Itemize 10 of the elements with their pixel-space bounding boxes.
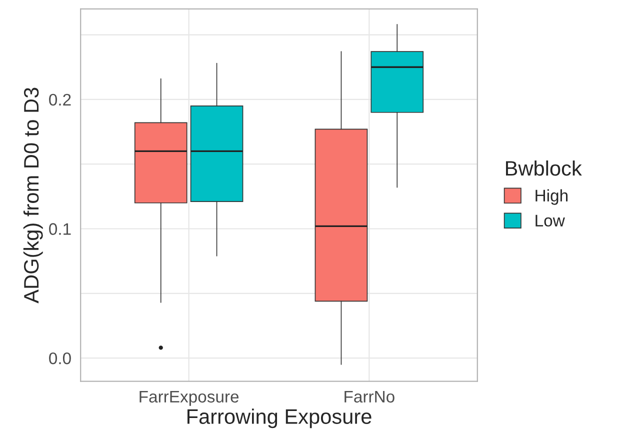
x-axis-title: Farrowing Exposure [188,408,372,428]
y-tick-label: 0.0 [49,352,71,364]
x-tick-label: FarrExposure [140,390,239,406]
y-tick-label: 0.2 [49,94,71,106]
legend-title: Bwblock [506,160,582,176]
legend-label: High [536,189,568,205]
x-tick-label: FarrNo [344,390,394,403]
legend-label: Low [536,214,565,226]
y-axis-title: ADG(kg) from D0 to D3 [23,88,43,304]
y-tick-label: 0.1 [49,223,71,235]
